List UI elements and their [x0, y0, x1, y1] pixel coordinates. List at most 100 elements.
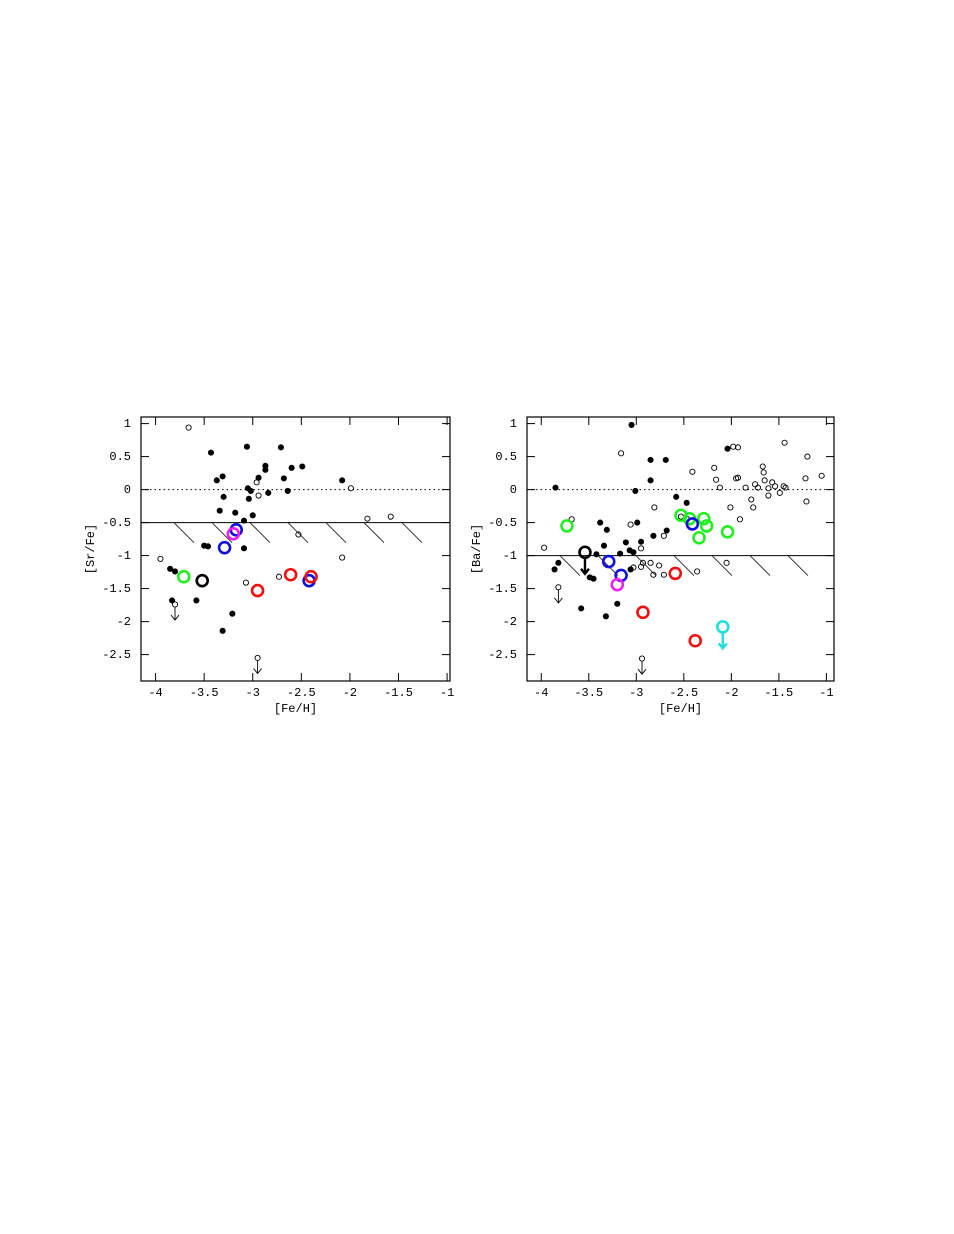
x-tick-label: -3.5 — [190, 686, 219, 700]
point — [699, 519, 714, 533]
point — [597, 519, 604, 526]
hatch — [287, 522, 309, 543]
point — [249, 512, 256, 519]
y-tick-label: 0.5 — [495, 450, 517, 464]
point — [593, 551, 600, 558]
hatch — [673, 555, 695, 576]
point — [347, 485, 354, 492]
x-tick-label: -3 — [246, 686, 260, 700]
point — [299, 463, 306, 470]
point — [724, 445, 731, 452]
x-tick-label: -2 — [724, 686, 738, 700]
point — [627, 521, 634, 528]
y-axis-label: [Ba/Fe] — [470, 524, 484, 574]
point — [255, 492, 262, 499]
plot-frame — [140, 416, 451, 682]
y-axis-label: [Sr/Fe] — [84, 524, 98, 574]
point — [602, 613, 609, 620]
point — [647, 559, 654, 566]
point — [632, 487, 639, 494]
upper-limit-arrowhead — [717, 642, 728, 651]
y-tick-label: -1 — [503, 549, 517, 563]
point — [636, 605, 650, 620]
y-tick-label: -0.5 — [102, 516, 131, 530]
y-tick-label: 0 — [124, 483, 131, 497]
point — [760, 469, 767, 476]
point — [195, 573, 210, 588]
point — [802, 475, 809, 482]
point — [217, 540, 232, 555]
point — [226, 527, 241, 541]
point — [541, 544, 548, 551]
point — [578, 545, 592, 560]
point — [638, 538, 645, 545]
point — [776, 489, 783, 496]
point — [220, 493, 227, 500]
plot-frame — [526, 416, 835, 682]
point — [578, 605, 585, 612]
point — [630, 549, 637, 556]
point — [754, 484, 762, 491]
point — [663, 527, 670, 534]
y-tick-label: -2 — [117, 615, 131, 629]
point — [284, 487, 291, 494]
hatch — [173, 522, 195, 543]
point — [689, 468, 696, 475]
hatch — [363, 522, 385, 543]
point — [734, 444, 742, 451]
y-tick-label: 0 — [510, 483, 517, 497]
point — [590, 575, 597, 582]
point — [219, 627, 226, 634]
point — [551, 566, 558, 573]
point — [781, 439, 788, 446]
y-tick-label: -0.5 — [488, 516, 517, 530]
y-tick-label: -1.5 — [488, 582, 517, 596]
y-tick-label: 1 — [510, 417, 517, 431]
x-tick-label: -2 — [343, 686, 357, 700]
point — [673, 493, 680, 500]
point — [207, 449, 215, 456]
point — [555, 559, 562, 566]
upper-limit-arrowhead — [554, 597, 563, 604]
point — [748, 496, 755, 503]
point — [339, 477, 346, 484]
y-tick-label: -2 — [503, 615, 517, 629]
x-tick-label: -1 — [440, 686, 454, 700]
hatch — [211, 522, 233, 543]
point — [647, 477, 654, 484]
point — [555, 584, 562, 591]
y-tick-label: -2.5 — [102, 648, 131, 662]
point — [711, 464, 718, 471]
point — [818, 472, 825, 479]
point — [216, 507, 223, 514]
hatch — [749, 555, 771, 576]
y-tick-label: 0.5 — [109, 450, 131, 464]
y-tick-label: -1.5 — [102, 582, 131, 596]
point — [668, 566, 683, 581]
point — [171, 568, 179, 575]
point — [176, 569, 191, 584]
x-axis-label: [Fe/H] — [274, 702, 317, 716]
point — [803, 498, 810, 505]
point — [250, 583, 265, 598]
point — [610, 577, 625, 592]
point — [752, 481, 759, 488]
point — [288, 464, 295, 471]
x-tick-label: -4 — [534, 686, 548, 700]
point — [601, 554, 616, 569]
x-tick-label: -3.5 — [574, 686, 603, 700]
point — [647, 456, 654, 463]
x-tick-label: -2.5 — [669, 686, 698, 700]
point — [283, 567, 298, 582]
point — [713, 476, 720, 483]
point — [242, 579, 249, 586]
y-tick-label: -1 — [117, 549, 131, 563]
point — [243, 443, 250, 450]
point — [560, 519, 574, 533]
point — [688, 633, 703, 648]
point — [295, 531, 302, 538]
point — [171, 601, 179, 608]
point — [660, 532, 667, 539]
point — [275, 573, 283, 580]
